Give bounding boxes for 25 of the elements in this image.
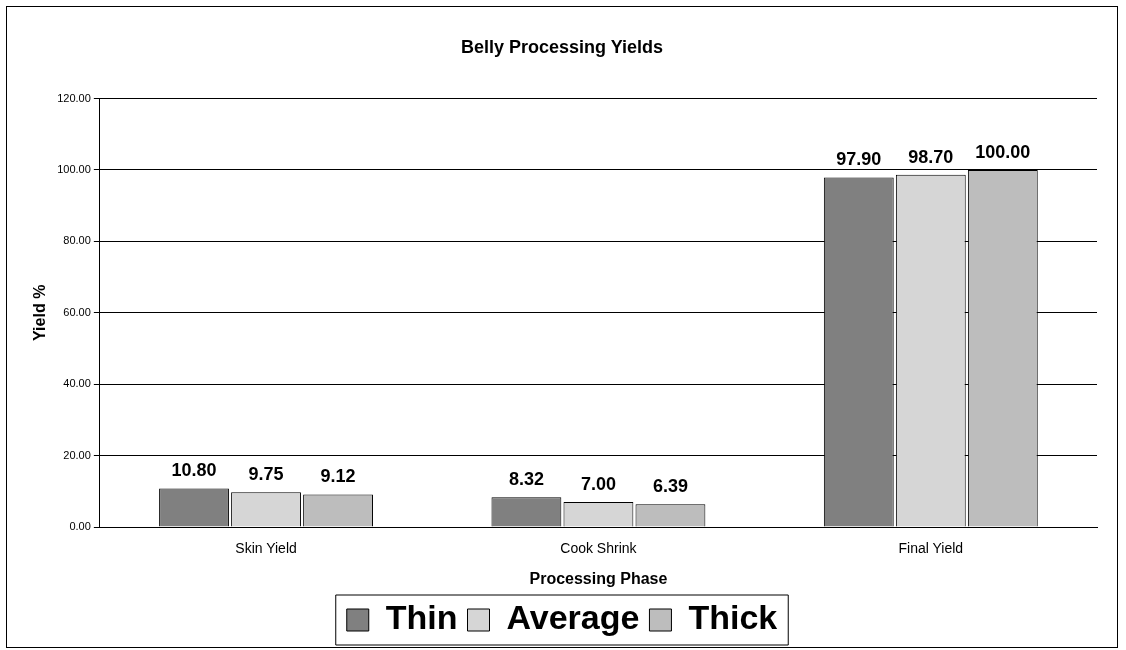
legend-label: Thick xyxy=(688,598,778,637)
legend-label: Average xyxy=(506,598,640,637)
y-tick-label: 80.00 xyxy=(63,234,91,247)
text: 10.80 xyxy=(171,460,217,481)
y-tick-label: 40.00 xyxy=(63,377,91,390)
y-tick-label: 60.00 xyxy=(63,305,91,318)
x-tick-label: Final Yield xyxy=(898,540,964,557)
text: 98.70 xyxy=(908,146,954,167)
text: 6.39 xyxy=(652,476,688,497)
legend-label: Thin xyxy=(385,598,458,637)
chart-title: Belly Processing Yields xyxy=(460,36,664,57)
text: 9.12 xyxy=(320,466,356,487)
y-tick-label: 0.00 xyxy=(69,520,91,533)
text: 100.00 xyxy=(975,141,1031,162)
x-axis-title: Processing Phase xyxy=(529,569,668,587)
text: 8.32 xyxy=(508,469,544,490)
y-axis-title: Yield % xyxy=(31,284,49,341)
text: 97.90 xyxy=(836,149,882,170)
y-tick-label: 100.00 xyxy=(57,163,91,176)
y-tick-label: 120.00 xyxy=(57,91,91,104)
x-tick-label: Cook Shrink xyxy=(560,540,638,557)
text: 9.75 xyxy=(248,464,284,485)
y-tick-label: 20.00 xyxy=(63,448,91,461)
text: 7.00 xyxy=(580,473,616,494)
x-tick-label: Skin Yield xyxy=(235,540,297,557)
